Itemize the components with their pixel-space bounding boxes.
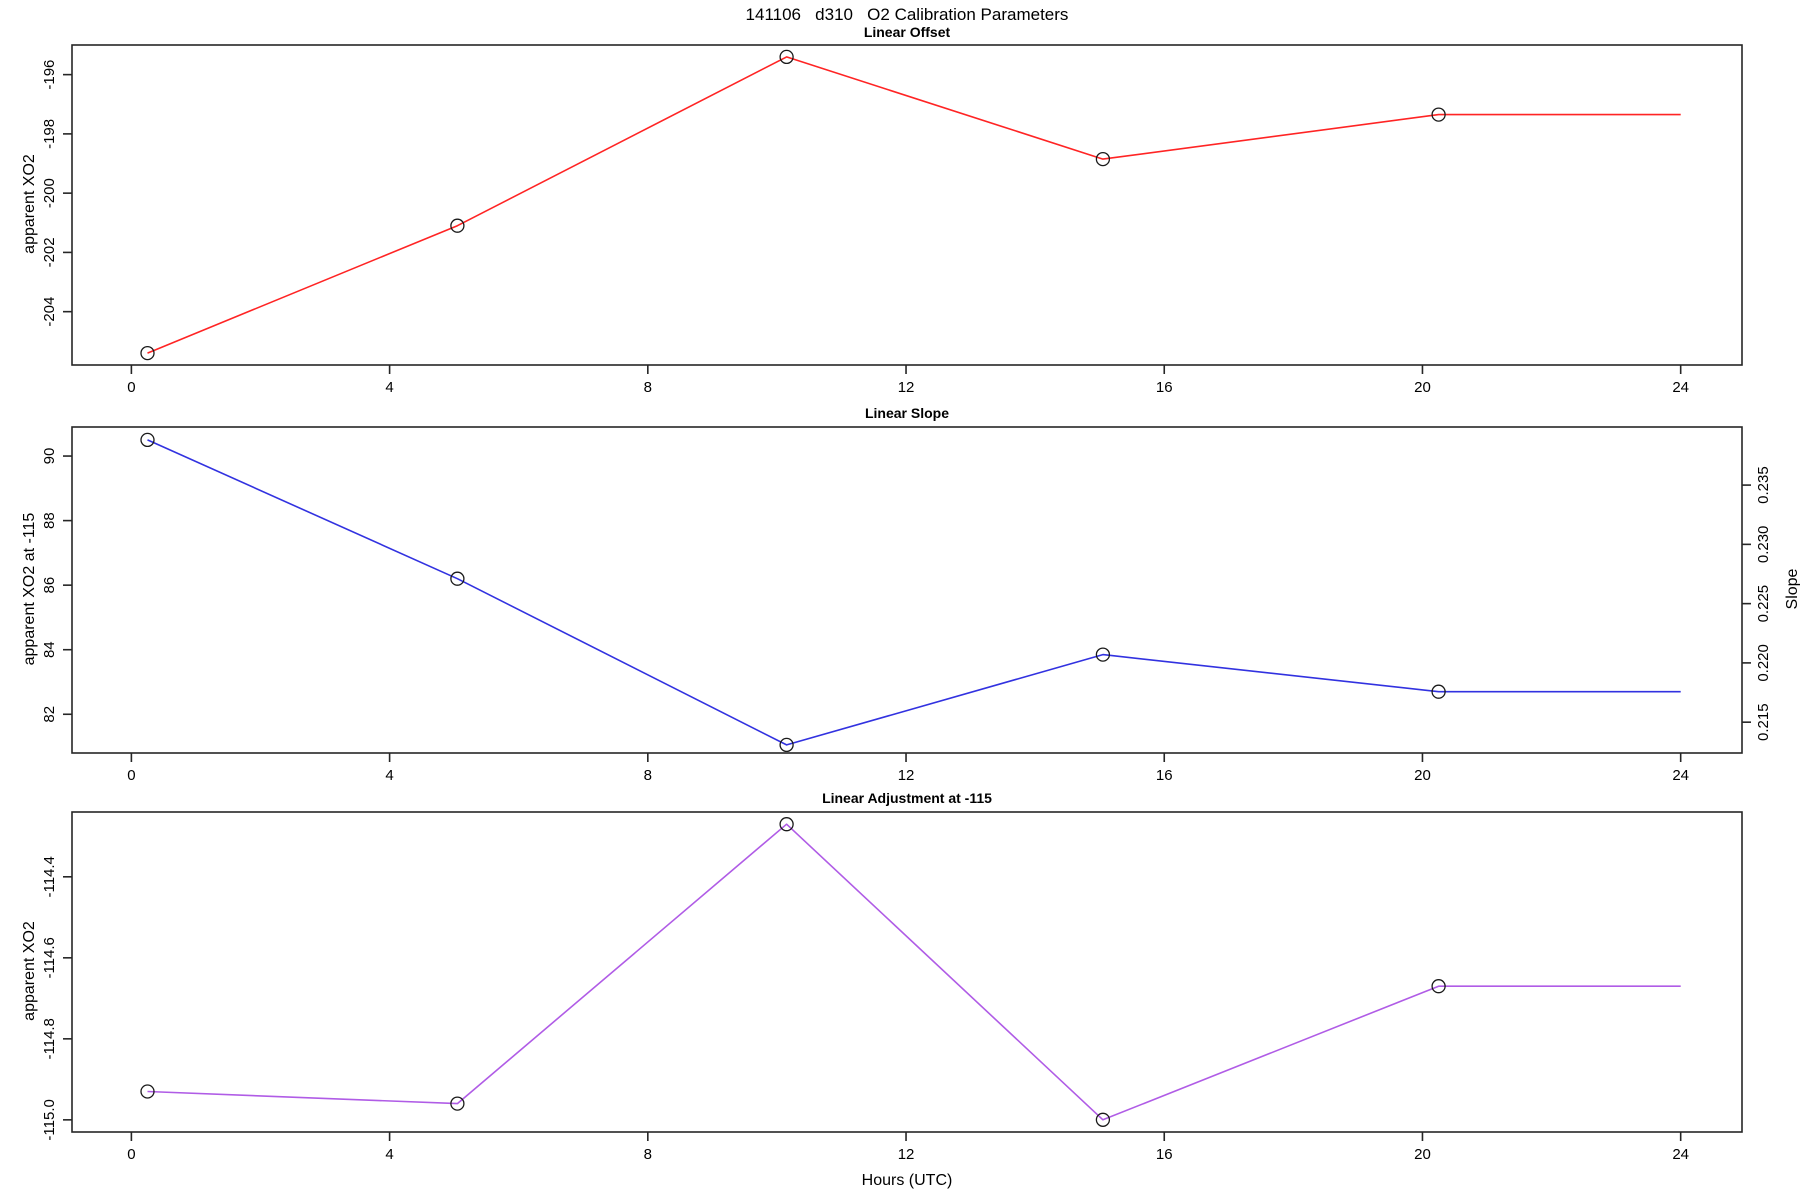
panel3-line [147, 823, 1681, 1121]
panel1-y-tick-label: -198 [41, 119, 58, 149]
panel3-x-tick-label: 8 [644, 1146, 652, 1163]
panel1-y-tick-label: -200 [41, 178, 58, 208]
panel1-title: Linear Offset [863, 24, 951, 40]
panel1-y-tick-label: -202 [41, 237, 58, 267]
panel3-x-tick-label: 0 [127, 1146, 135, 1163]
panel2-marker [450, 571, 465, 586]
panel3-marker [140, 1084, 155, 1099]
panel3-y-tick-label: -114.8 [41, 1018, 58, 1059]
panel1-x-tick-label: 12 [898, 379, 915, 396]
panel2-y-tick-label: 90 [41, 448, 58, 465]
panel1-marker [140, 345, 155, 361]
panel3-marker [779, 817, 794, 832]
panel2-y-tick-label: 88 [41, 512, 58, 529]
panel2-y-tick-label: 86 [41, 577, 58, 594]
panel3-x-tick-label: 12 [898, 1146, 915, 1163]
panel1-marker [1431, 107, 1446, 122]
panel2-marker [1095, 647, 1111, 662]
panel1-x-tick-label: 8 [644, 379, 652, 396]
panel2-x-tick-label: 8 [644, 767, 652, 784]
panel3-marker [1431, 979, 1446, 994]
panel3-marker [450, 1096, 465, 1111]
panel2-y-tick-label: 82 [41, 706, 58, 723]
panel2-right-tick-label: 0.215 [1755, 703, 1772, 741]
panel2-marker [779, 737, 794, 753]
panel1-marker [779, 49, 794, 65]
main-title: 141106 d310 O2 Calibration Parameters [745, 5, 1069, 24]
panel2-x-tick-label: 20 [1414, 767, 1431, 784]
panel3-x-tick-label: 16 [1156, 1146, 1173, 1163]
panel2-plot-box [71, 426, 1743, 754]
panel2-marker [140, 432, 155, 448]
panel3-x-tick-label: 24 [1672, 1146, 1689, 1163]
panel1-marker [450, 218, 465, 233]
panel3-plot-box [71, 811, 1743, 1133]
panel2-right-tick-label: 0.230 [1755, 526, 1772, 564]
x-axis-label: Hours (UTC) [861, 1172, 953, 1189]
panel1-x-tick-label: 0 [127, 379, 135, 396]
panel3-x-tick-label: 20 [1414, 1146, 1431, 1163]
panel1-x-tick-label: 20 [1414, 379, 1431, 396]
panel3-y-tick-label: -115.0 [41, 1099, 58, 1140]
panel2-right-tick-label: 0.220 [1755, 644, 1772, 682]
panel2-x-tick-label: 16 [1156, 767, 1173, 784]
panel2-x-tick-label: 4 [385, 767, 393, 784]
panel1-y-tick-label: -196 [41, 60, 58, 90]
panel2-y-tick-label: 84 [41, 641, 58, 658]
panel3-y-tick-label: -114.4 [41, 856, 58, 897]
panel2-title: Linear Slope [864, 405, 950, 421]
panel1-x-tick-label: 24 [1672, 379, 1689, 396]
panel1-line [147, 56, 1681, 354]
panel2-line [147, 439, 1681, 746]
panel2-x-tick-label: 12 [898, 767, 915, 784]
panel3-y-tick-label: -114.6 [41, 937, 58, 978]
panel1-marker [1095, 151, 1111, 167]
panel2-x-tick-label: 0 [127, 767, 135, 784]
panel3-title: Linear Adjustment at -115 [822, 790, 992, 806]
panel2-right-tick-label: 0.225 [1755, 585, 1772, 623]
panel1-y-tick-label: -204 [41, 297, 58, 327]
panel2-x-tick-label: 24 [1672, 767, 1689, 784]
panel3-x-tick-label: 4 [385, 1146, 393, 1163]
panel1-x-tick-label: 16 [1156, 379, 1173, 396]
panel2-right-tick-label: 0.235 [1755, 466, 1772, 504]
panel1-plot-box [71, 44, 1743, 366]
panel3-marker [1095, 1112, 1111, 1127]
panel1-x-tick-label: 4 [385, 379, 393, 396]
panel2-marker [1431, 684, 1446, 699]
